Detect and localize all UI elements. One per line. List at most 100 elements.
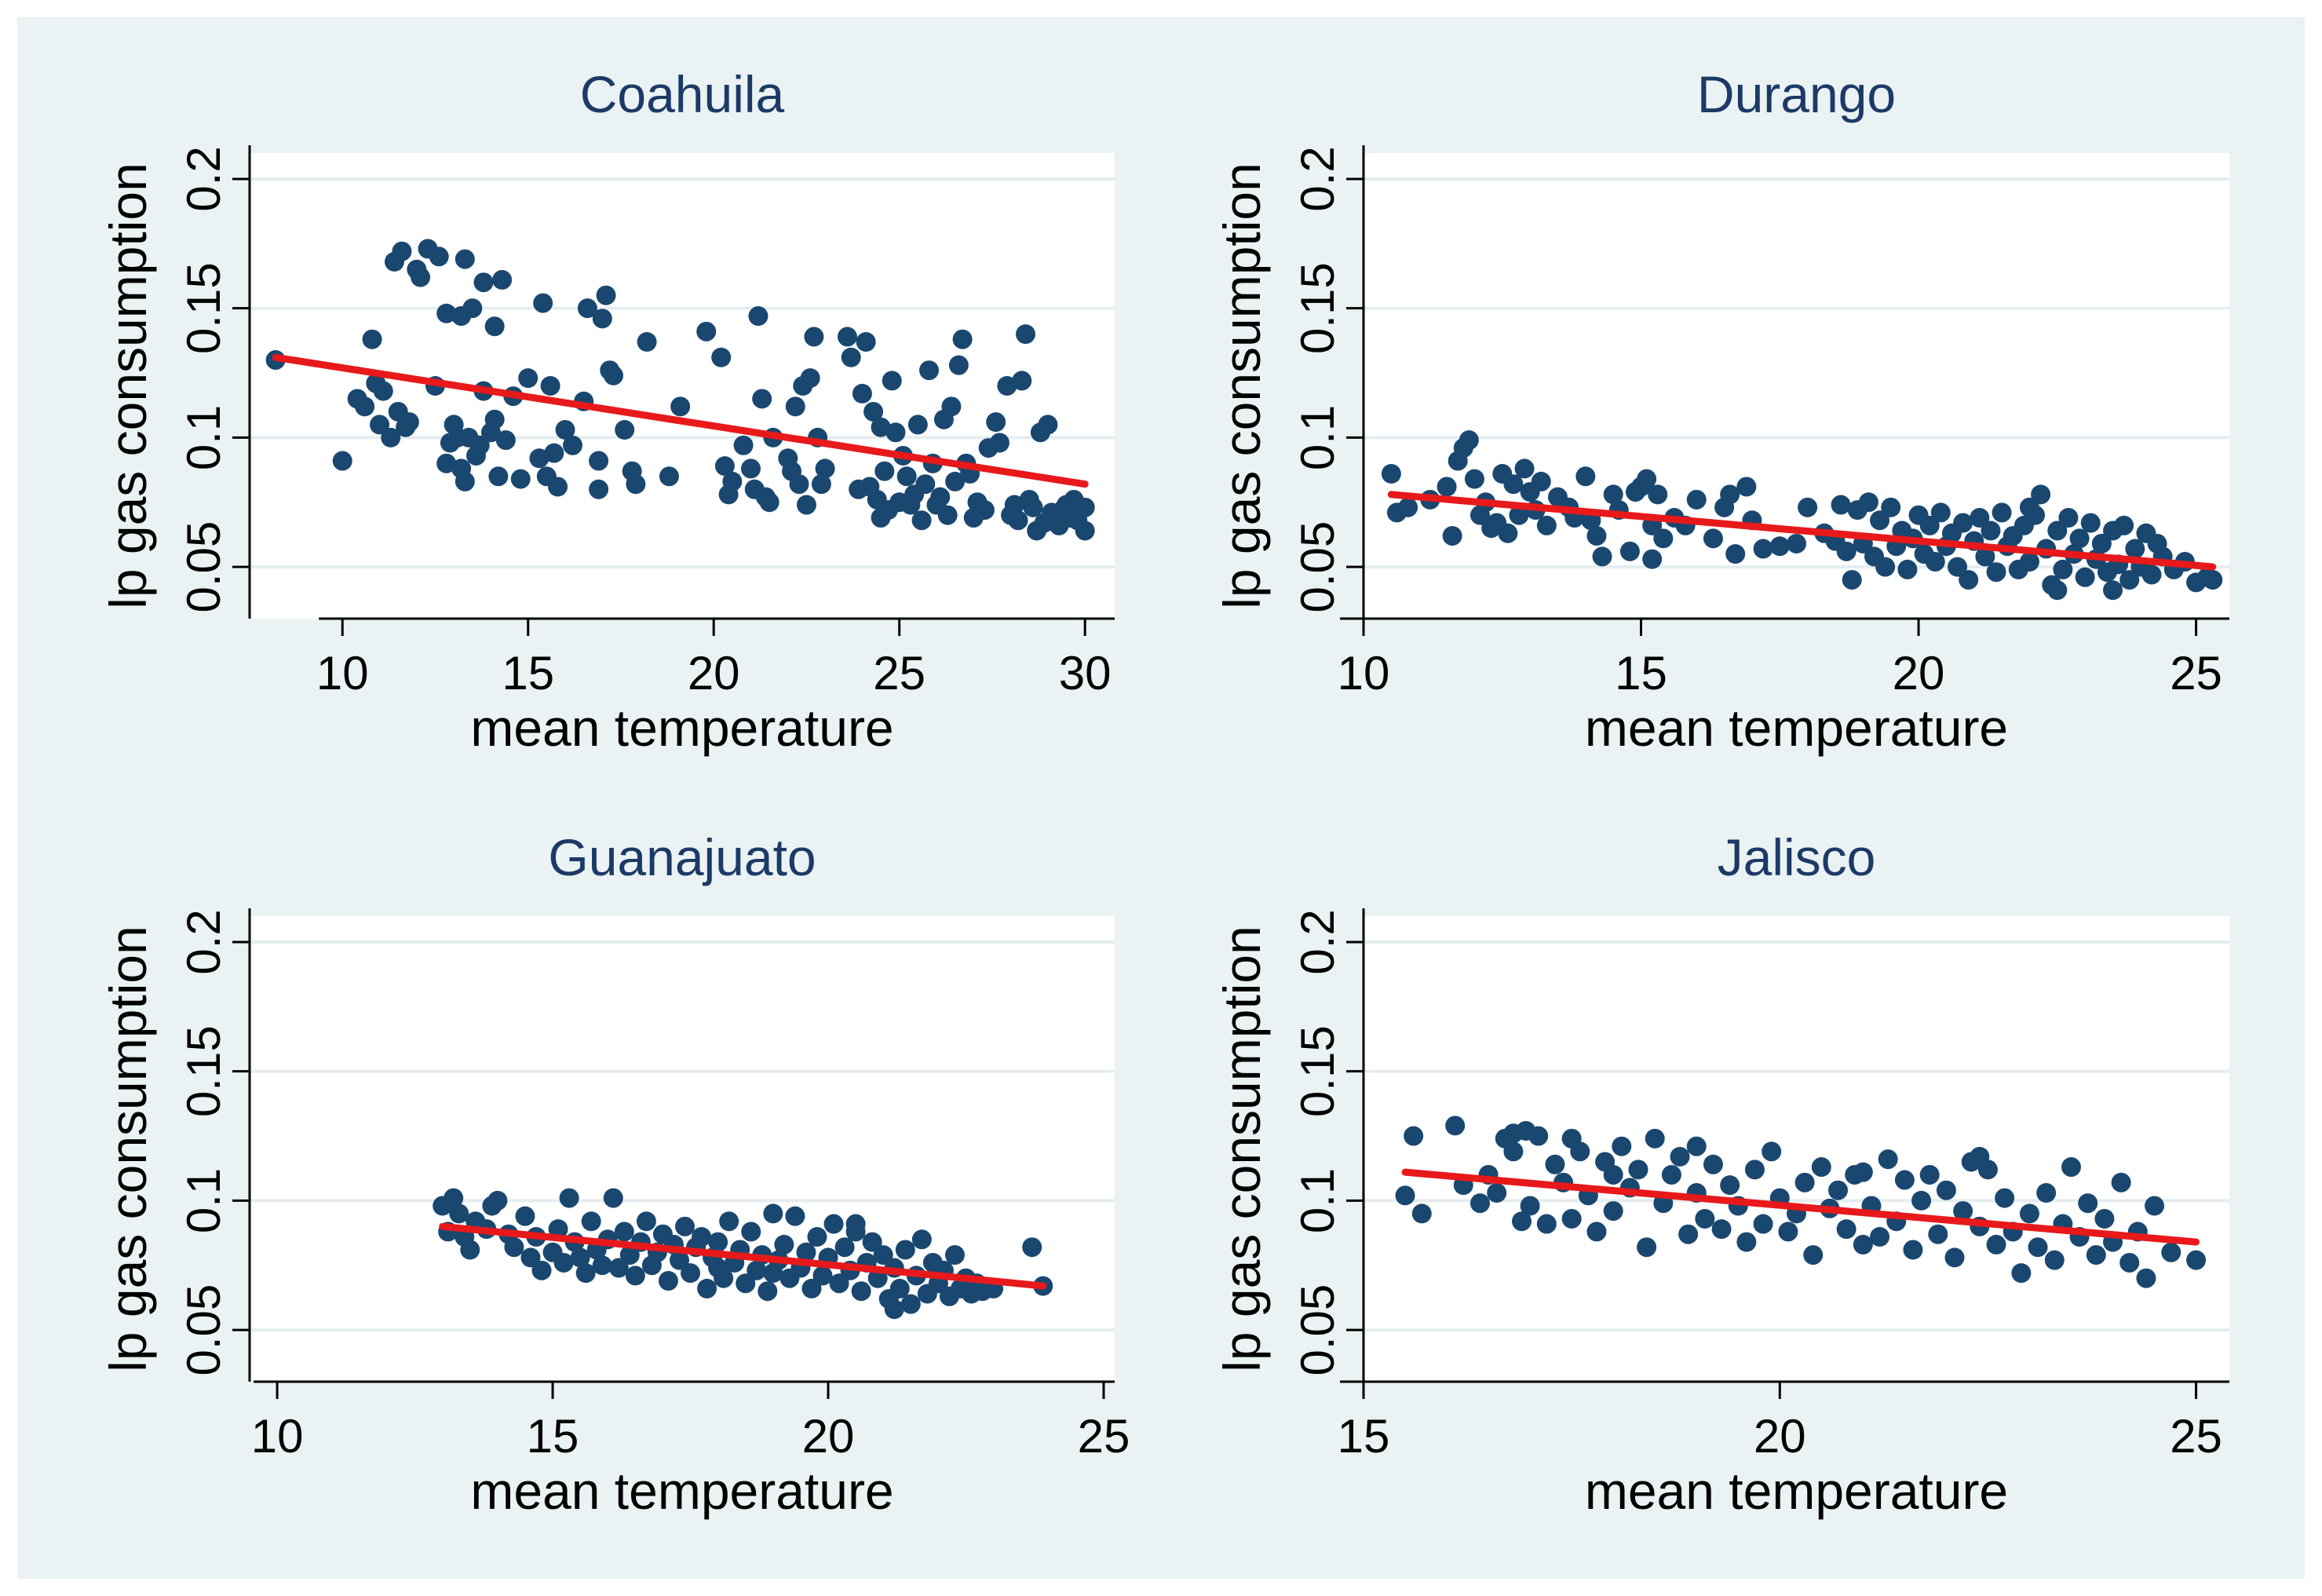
y-tick-label: 0.15 [1291,1025,1344,1117]
panels: 0.05 0.1 0.15 0.2 10 15 20 25 30 Coahuila mean tem… [99,65,2229,1520]
scatter-point [1509,505,1529,525]
scatter-point [596,285,616,305]
y-axis-label: lp gas consumption [1213,163,1271,609]
scatter-point [741,1222,761,1242]
scatter-point [1648,484,1668,505]
scatter-point [2061,1157,2081,1178]
scatter-point [608,1258,629,1278]
scatter-point [747,1260,767,1280]
fit-line [272,353,1089,488]
scatter-point [520,1247,541,1268]
scatter-point [785,396,805,417]
scatter-point [449,1203,469,1224]
scatter-point [2058,508,2079,528]
panel-durango: 0.05 0.1 0.15 0.2 10 15 20 25 Durango mean temper… [1213,65,2229,757]
scatter-point [1586,526,1607,546]
y-tick-label: 0.2 [1291,146,1344,211]
scatter-point [592,309,612,329]
y-tick-label: 0.2 [177,146,230,211]
scatter-point [1503,474,1524,495]
scatter-point [948,355,969,375]
scatter-point [1953,1201,1973,1222]
scatter-point [559,1188,579,1208]
x-tick-label: 20 [1754,1410,1806,1463]
scatter-point [529,448,549,469]
scatter-point [399,412,419,433]
scatter-point [1603,484,1623,505]
x-tick-label: 25 [2170,647,2222,699]
scatter-point [1881,497,1901,517]
scatter-point [1842,570,1862,590]
scatter-point [2036,1183,2057,1203]
scatter-point [1870,1227,1890,1247]
scatter-point [1836,541,1857,561]
scatter-point [548,477,568,497]
scatter-point [444,1188,464,1208]
scatter-point [862,1232,882,1252]
scatter-point [2028,1237,2048,1258]
scatter-points [433,1188,1053,1320]
scatter-point [2119,1252,2140,1273]
scatter-point [851,1281,871,1302]
scatter-point [711,347,732,367]
scatter-point [1981,520,2001,541]
x-tick-label: 10 [251,1410,304,1463]
scatter-point [1637,469,1657,489]
scatter-point [1437,477,1457,497]
scatter-point [1992,502,2012,523]
scatter-point [484,409,505,429]
scatter-point [604,365,624,385]
x-tick-label: 25 [1078,1410,1130,1463]
scatter-point [1381,464,1401,484]
y-tick-label: 0.05 [177,521,230,613]
scatter-point [592,1255,612,1276]
scatter-point [986,412,1006,433]
scatter-point [837,327,857,347]
scatter-point [763,1203,783,1224]
scatter-point [1725,544,1746,564]
scatter-point [392,241,412,261]
scatter-point [1470,1193,1490,1214]
scatter-point [355,396,375,417]
scatter-point [2019,497,2039,517]
scatter-point [2019,1203,2039,1224]
scatter-point [907,415,928,435]
scatter-point [1803,1245,1824,1265]
scatter-point [863,401,884,422]
scatter-point [815,458,835,479]
scatter-point [911,510,932,531]
scatter-point [575,1263,596,1284]
scatter-point [1703,1154,1723,1174]
scatter-point [1753,539,1773,559]
y-axis-label: lp gas consumption [99,926,157,1372]
y-tick-label: 0.05 [1291,521,1344,613]
scatter-point [748,306,769,327]
scatter-point [692,1227,712,1247]
scatter-point [1878,1149,1898,1170]
scatter-point [2094,1208,2115,1229]
scatter-point [2125,539,2145,559]
scatter-point [2111,1172,2131,1192]
x-tick-label: 20 [688,647,740,699]
scatter-point [1894,1170,1915,1190]
scatter-point [515,1206,535,1226]
scatter-point [834,1237,855,1258]
y-tick-label: 0.15 [177,1025,230,1117]
scatter-point [1008,510,1028,531]
scatter-point [1004,495,1024,515]
scatter-point [1787,533,1806,553]
scatter-point [1038,415,1058,435]
scatter-point [1970,508,1990,528]
y-tick-label: 0.05 [1291,1284,1344,1376]
scatter-point [1404,1126,1424,1146]
scatter-point [896,466,917,487]
scatter-point [2147,533,2167,553]
scatter-point [659,466,679,487]
scatter-point [1603,1164,1623,1185]
scatter-point [373,381,393,401]
scatter-point [1769,536,1790,557]
scatter-point [719,1211,739,1232]
scatter-point [570,1247,590,1268]
fit-line [1387,491,2217,571]
